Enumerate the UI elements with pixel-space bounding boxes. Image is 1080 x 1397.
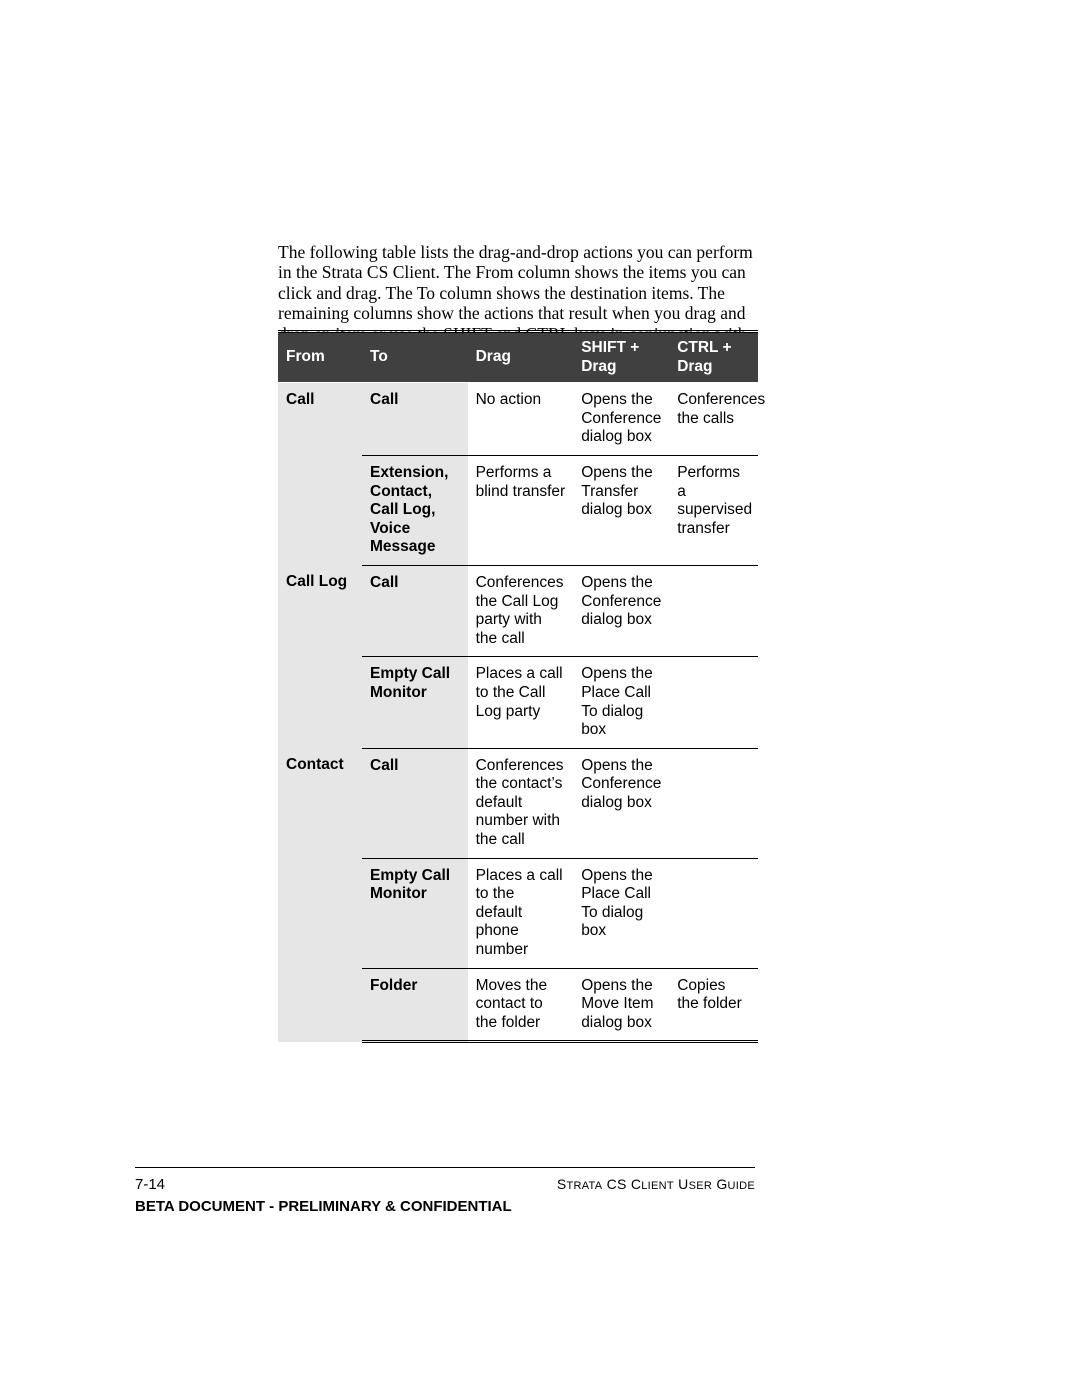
cell-to: Empty Call Monitor	[362, 858, 468, 968]
col-header-to: To	[362, 332, 468, 383]
cell-from: Contact	[278, 748, 362, 1042]
cell-drag: Conferences the contact’s default number…	[468, 748, 574, 858]
cell-shift: Opens the Conference dialog box	[573, 565, 669, 656]
cell-ctrl: Copies the folder	[669, 968, 758, 1042]
cell-ctrl	[669, 858, 758, 968]
footer-page-number: 7-14	[135, 1176, 165, 1193]
cell-drag: Conferences the Call Log party with the …	[468, 565, 574, 656]
cell-ctrl	[669, 657, 758, 748]
cell-ctrl	[669, 565, 758, 656]
cell-shift: Opens the Place Call To dialog box	[573, 657, 669, 748]
cell-from: Call	[278, 383, 362, 566]
col-header-ctrl: CTRL + Drag	[669, 332, 758, 383]
footer-guide-title: STRATA CS CLIENT USER GUIDE	[557, 1176, 755, 1192]
col-header-drag: Drag	[468, 332, 574, 383]
cell-shift: Opens the Conference dialog box	[573, 383, 669, 456]
cell-ctrl: Performs a supervised transfer	[669, 455, 758, 565]
table-row: Call Log Call Conferences the Call Log p…	[278, 565, 758, 656]
document-page: The following table lists the drag-and-d…	[0, 0, 1080, 1397]
cell-ctrl: Conferences the calls	[669, 383, 758, 456]
cell-to: Empty Call Monitor	[362, 657, 468, 748]
cell-ctrl	[669, 748, 758, 858]
cell-drag: Moves the contact to the folder	[468, 968, 574, 1042]
cell-drag: Places a call to the default phone numbe…	[468, 858, 574, 968]
cell-to: Call	[362, 748, 468, 858]
table-row: Call Call No action Opens the Conference…	[278, 383, 758, 456]
cell-to: Folder	[362, 968, 468, 1042]
col-header-shift: SHIFT + Drag	[573, 332, 669, 383]
footer-rule	[135, 1167, 755, 1168]
cell-shift: Opens the Conference dialog box	[573, 748, 669, 858]
cell-drag: No action	[468, 383, 574, 456]
cell-shift: Opens the Place Call To dialog box	[573, 858, 669, 968]
table-row: Contact Call Conferences the contact’s d…	[278, 748, 758, 858]
cell-shift: Opens the Transfer dialog box	[573, 455, 669, 565]
footer-confidential-line: BETA DOCUMENT - PRELIMINARY & CONFIDENTI…	[135, 1198, 512, 1215]
cell-to: Extension, Contact, Call Log, Voice Mess…	[362, 455, 468, 565]
cell-drag: Performs a blind transfer	[468, 455, 574, 565]
drag-drop-table-wrap: From To Drag SHIFT + Drag CTRL + Drag Ca…	[278, 330, 758, 1043]
cell-from: Call Log	[278, 565, 362, 748]
cell-to: Call	[362, 565, 468, 656]
col-header-from: From	[278, 332, 362, 383]
cell-to: Call	[362, 383, 468, 456]
cell-shift: Opens the Move Item dialog box	[573, 968, 669, 1042]
cell-drag: Places a call to the Call Log party	[468, 657, 574, 748]
drag-drop-table: From To Drag SHIFT + Drag CTRL + Drag Ca…	[278, 330, 758, 1043]
table-header-row: From To Drag SHIFT + Drag CTRL + Drag	[278, 332, 758, 383]
